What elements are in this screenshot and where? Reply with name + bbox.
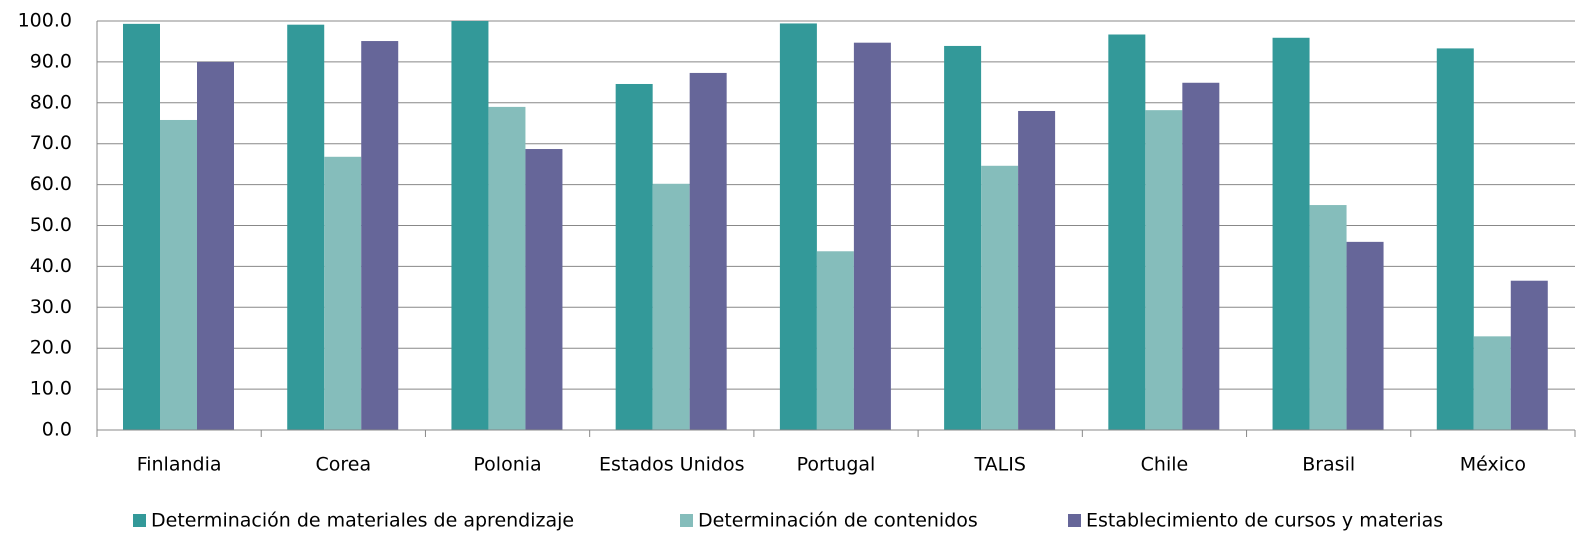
bar [1018,110,1056,430]
x-tick-label: Estados Unidos [599,454,744,476]
bar [123,23,160,430]
bar [1309,205,1347,430]
y-tick-label: 10.0 [30,378,72,400]
y-tick-label: 80.0 [30,91,72,113]
bar [816,251,854,430]
bar [1108,34,1146,430]
y-tick-label: 90.0 [30,50,72,72]
bar [1272,37,1310,430]
y-tick-label: 0.0 [42,419,72,441]
bar [944,45,982,430]
y-tick-label: 50.0 [30,214,72,236]
bar [652,183,690,430]
bar [451,21,489,430]
y-tick-label: 70.0 [30,132,72,154]
bar [160,119,197,430]
x-tick-label: TALIS [974,454,1026,476]
bar [525,149,563,430]
bar [1346,241,1384,430]
legend-label: Determinación de materiales de aprendiza… [151,510,574,532]
x-tick-label: Chile [1141,454,1189,476]
bar [197,61,234,431]
x-tick-label: Polonia [473,454,541,476]
bar [1182,82,1220,430]
bar [1436,48,1474,430]
bar [1510,280,1548,430]
legend-label: Determinación de contenidos [698,510,978,532]
bar [1145,110,1183,431]
y-tick-label: 60.0 [30,173,72,195]
x-tick-label: Finlandia [137,454,222,476]
bar [488,106,526,430]
legend-swatch [1068,514,1081,527]
y-tick-label: 40.0 [30,255,72,277]
y-tick-label: 20.0 [30,337,72,359]
bar [689,72,727,431]
x-tick-label: Brasil [1302,454,1355,476]
bar [615,83,653,431]
bar [324,156,362,430]
x-tick-label: México [1460,454,1526,476]
bar [853,42,891,430]
bar [1473,336,1511,430]
x-tick-label: Portugal [797,454,876,476]
x-tick-label: Corea [316,454,372,476]
legend-swatch [680,514,693,527]
legend-label: Establecimiento de cursos y materias [1086,510,1443,532]
bar [287,24,325,430]
y-tick-label: 30.0 [30,296,72,318]
y-tick-label: 100.0 [18,10,72,32]
bar [981,165,1019,430]
bar [779,23,817,430]
bar [361,41,399,430]
legend-swatch [133,514,146,527]
